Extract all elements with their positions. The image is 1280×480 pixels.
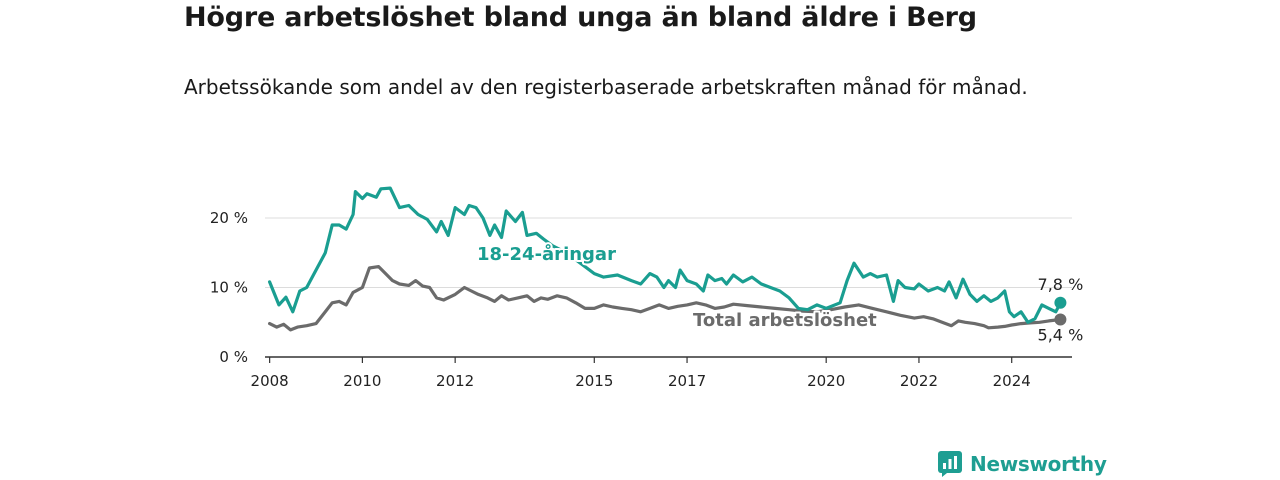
series-label-total: Total arbetslöshet: [693, 310, 877, 331]
x-axis-ticks: 2008 2010 2012 2015 2017 2020 2022 2024: [251, 357, 1031, 390]
line-chart: 0 % 10 % 20 % 2008 2010 2012 2015 2017 2020 2022…: [210, 186, 1084, 390]
series-labels: 18-24-åringar Total arbetslöshet 7,8 % 5,4 …: [475, 241, 1084, 344]
series-label-youth: 18-24-åringar: [477, 243, 616, 265]
series-lines: [268, 186, 1067, 332]
x-tick-label: 2008: [251, 372, 289, 390]
x-tick-label: 2010: [343, 372, 381, 390]
x-tick-label: 2024: [993, 372, 1031, 390]
y-axis-ticks: 0 % 10 % 20 %: [210, 209, 248, 366]
end-point-youth: [1054, 296, 1067, 309]
y-tick-label: 10 %: [210, 279, 248, 297]
x-tick-label: 2017: [668, 372, 706, 390]
brand-name: Newsworthy: [970, 452, 1107, 476]
y-tick-label: 20 %: [210, 209, 248, 227]
x-tick-label: 2022: [900, 372, 938, 390]
newsworthy-logo-icon: [938, 451, 962, 477]
series-line-total: [268, 265, 1062, 332]
end-label-total: 5,4 %: [1038, 325, 1084, 344]
end-point-total: [1054, 313, 1067, 326]
x-tick-label: 2020: [807, 372, 845, 390]
series-line-youth: [268, 186, 1062, 324]
x-tick-label: 2012: [436, 372, 474, 390]
y-tick-label: 0 %: [219, 348, 248, 366]
chart-title: Högre arbetslöshet bland unga än bland ä…: [184, 2, 977, 33]
end-label-youth: 7,8 %: [1038, 275, 1084, 294]
newsworthy-brand: Newsworthy: [938, 450, 1107, 478]
x-tick-label: 2015: [575, 372, 613, 390]
chart-subtitle: Arbetssökande som andel av den registerb…: [184, 75, 1028, 99]
